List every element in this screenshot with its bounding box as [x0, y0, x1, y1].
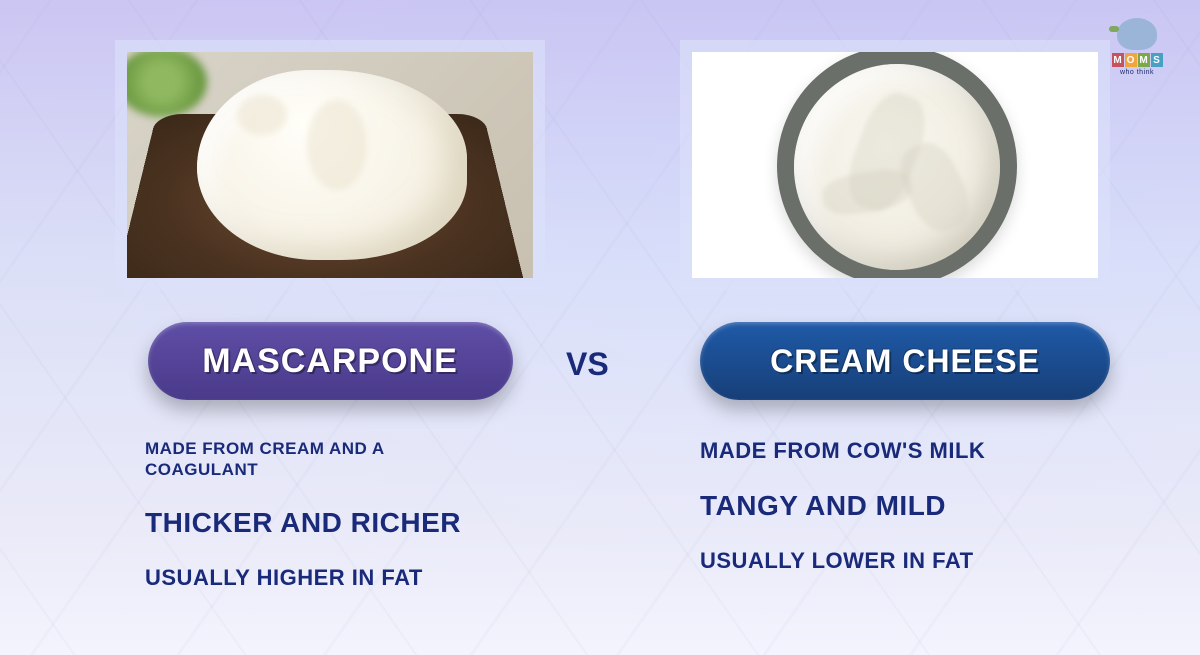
left-column: MASCARPONE MADE FROM CREAM AND A COAGULA… — [115, 40, 545, 591]
left-title-pill: MASCARPONE — [148, 322, 513, 400]
right-column: CREAM CHEESE MADE FROM COW'S MILK TANGY … — [680, 40, 1110, 574]
left-title: MASCARPONE — [202, 342, 458, 381]
cream-cheese-photo — [692, 52, 1098, 278]
comparison-container: MASCARPONE MADE FROM CREAM AND A COAGULA… — [0, 0, 1200, 655]
left-bullet-3: USUALLY HIGHER IN FAT — [145, 565, 545, 591]
right-bullet-2: TANGY AND MILD — [700, 490, 1110, 522]
left-photo-frame — [115, 40, 545, 290]
mascarpone-cheese — [197, 70, 467, 260]
right-title: CREAM CHEESE — [770, 343, 1040, 380]
left-bullet-1: MADE FROM CREAM AND A COAGULANT — [145, 438, 475, 481]
mascarpone-photo — [127, 52, 533, 278]
greens-decoration — [127, 52, 207, 117]
right-bullets: MADE FROM COW'S MILK TANGY AND MILD USUA… — [680, 438, 1110, 574]
right-bullet-1: MADE FROM COW'S MILK — [700, 438, 1110, 464]
right-photo-frame — [680, 40, 1110, 290]
right-title-pill: CREAM CHEESE — [700, 322, 1110, 400]
left-bullet-2: THICKER AND RICHER — [145, 507, 545, 539]
right-bullet-3: USUALLY LOWER IN FAT — [700, 548, 1110, 574]
vs-label: VS — [566, 346, 609, 383]
left-bullets: MADE FROM CREAM AND A COAGULANT THICKER … — [115, 438, 545, 591]
